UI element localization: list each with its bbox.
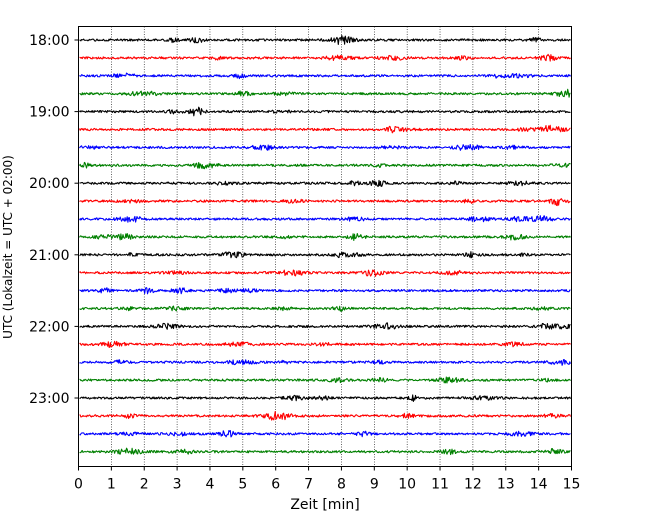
- trace-1815: [79, 53, 571, 62]
- trace-2330: [79, 429, 571, 438]
- x-tick-label: 2: [140, 477, 149, 493]
- trace-1945: [79, 161, 571, 170]
- trace-1900: [79, 106, 571, 117]
- x-tick-label: 5: [238, 477, 247, 493]
- x-tick-label: 4: [206, 477, 215, 493]
- y-tick-label: 22:00: [29, 319, 69, 335]
- y-tick-label: 20:00: [29, 176, 69, 192]
- trace-1830: [79, 72, 571, 80]
- trace-2115: [79, 269, 571, 277]
- x-axis-title: Zeit [min]: [290, 497, 359, 513]
- y-tick-label: 18:00: [29, 33, 69, 49]
- y-axis-ticks: 18:00 19:00 20:00 21:00 22:00 23:00: [29, 33, 79, 407]
- y-tick-label: 23:00: [29, 391, 69, 407]
- trace-2345: [79, 447, 571, 456]
- trace-2045: [79, 233, 571, 241]
- x-tick-label: 3: [173, 477, 182, 493]
- trace-1930: [79, 143, 571, 151]
- trace-1845: [79, 88, 571, 98]
- trace-2230: [79, 359, 572, 366]
- trace-2245: [79, 376, 571, 384]
- trace-2145: [79, 305, 571, 312]
- x-tick-label: 10: [398, 477, 416, 493]
- y-axis-title: UTC (Lokalzeit = UTC + 02:00): [1, 155, 15, 339]
- trace-group: [78, 34, 572, 456]
- x-tick-label: 7: [304, 477, 313, 493]
- vertical-grid: [111, 26, 539, 467]
- x-tick-label: 15: [563, 477, 581, 493]
- x-tick-label: 13: [497, 477, 515, 493]
- x-tick-label: 0: [74, 477, 83, 493]
- trace-1800: [79, 34, 571, 46]
- trace-2015: [79, 198, 571, 207]
- x-tick-label: 8: [337, 477, 346, 493]
- x-tick-label: 11: [431, 477, 449, 493]
- trace-2030: [79, 215, 571, 223]
- trace-2200: [79, 322, 571, 330]
- x-axis-ticks: 0 1 2 3 4 5 6 7 8 9 10 11 12 13 14 15: [74, 466, 581, 493]
- x-tick-label: 12: [464, 477, 482, 493]
- trace-2300: [79, 394, 572, 402]
- trace-2215: [79, 340, 571, 348]
- trace-2000: [79, 179, 571, 187]
- y-tick-label: 21:00: [29, 248, 69, 264]
- trace-2100: [79, 251, 571, 259]
- x-tick-label: 6: [271, 477, 280, 493]
- trace-1915: [78, 124, 571, 134]
- x-tick-label: 1: [107, 477, 116, 493]
- plot-frame: [78, 26, 572, 467]
- y-tick-label: 19:00: [29, 105, 69, 121]
- trace-2130: [79, 287, 571, 295]
- x-tick-label: 9: [370, 477, 379, 493]
- x-tick-label: 14: [530, 477, 548, 493]
- trace-2315: [79, 411, 572, 421]
